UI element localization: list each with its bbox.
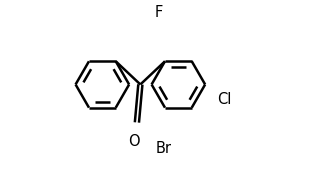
Text: Cl: Cl [217, 92, 232, 107]
Text: F: F [154, 5, 163, 20]
Text: O: O [128, 134, 140, 149]
Text: Br: Br [156, 141, 172, 156]
